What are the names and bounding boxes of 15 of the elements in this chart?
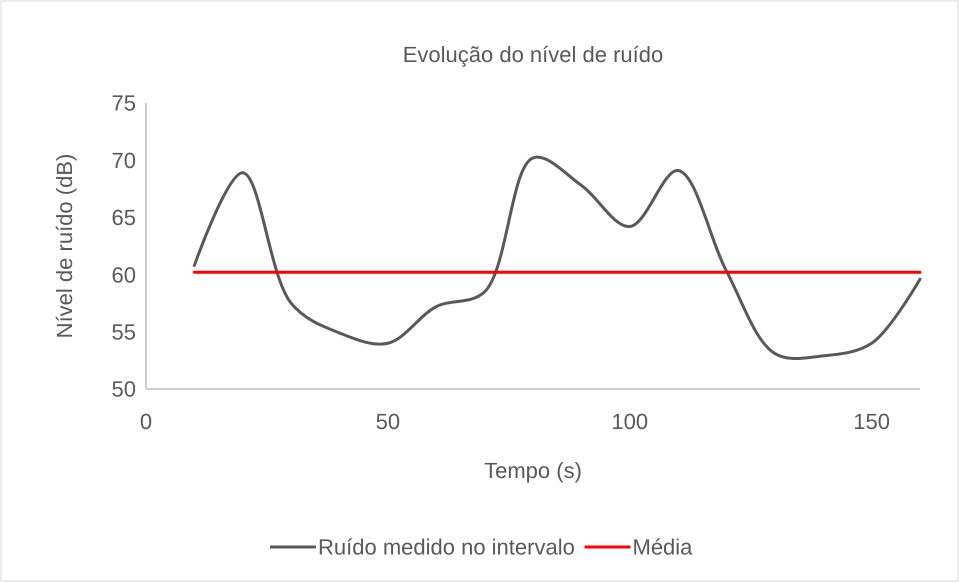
- y-tick-label: 65: [112, 205, 136, 230]
- y-tick-label: 75: [112, 90, 136, 116]
- legend-label: Média: [632, 534, 694, 560]
- x-tick-label: 50: [376, 409, 400, 434]
- y-axis-title: Nível de ruído (dB): [52, 154, 77, 338]
- x-tick-label: 150: [853, 409, 890, 434]
- chart-title: Evolução do nível de ruído: [402, 42, 664, 67]
- legend-label: Ruído medido no intervalo: [318, 534, 575, 560]
- x-tick-label: 0: [140, 409, 152, 434]
- x-tick-label: 100: [611, 409, 648, 434]
- y-tick-label: 70: [112, 148, 136, 173]
- y-tick-label: 55: [112, 320, 136, 344]
- y-tick-label: 60: [112, 262, 136, 288]
- y-tick-label: 50: [112, 376, 136, 402]
- x-axis-title: Tempo (s): [484, 458, 582, 483]
